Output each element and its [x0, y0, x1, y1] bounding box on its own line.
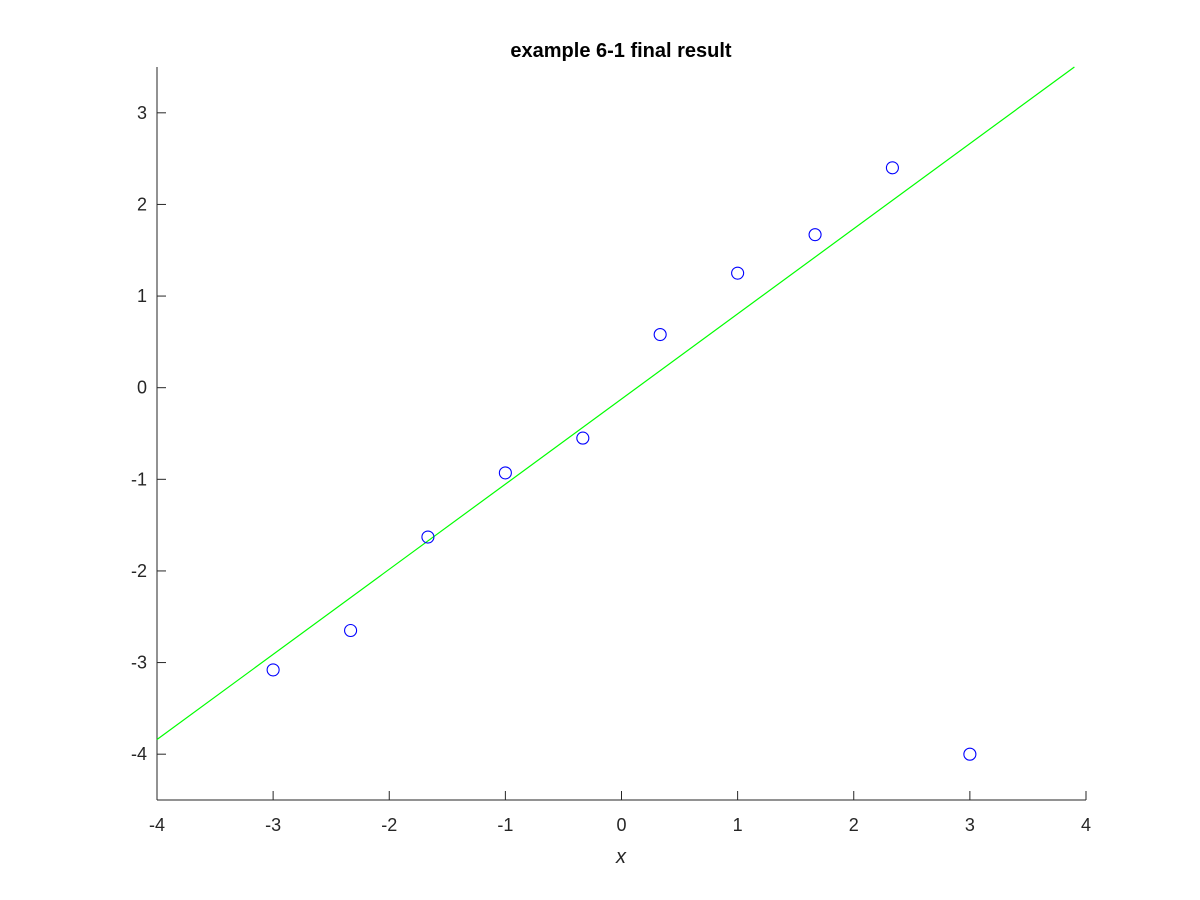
x-tick-label: -4 — [149, 815, 165, 835]
y-tick-label: 3 — [137, 103, 147, 123]
data-point — [498, 466, 512, 480]
y-tick-label: -1 — [131, 469, 147, 489]
data-point — [266, 663, 280, 677]
chart-title: example 6-1 final result — [510, 40, 732, 62]
data-point — [808, 228, 822, 242]
data-point — [421, 530, 435, 544]
fit-line — [156, 66, 1075, 741]
y-tick-label: -2 — [131, 561, 147, 581]
data-point — [885, 161, 899, 175]
data-points — [266, 161, 977, 761]
y-tick-label: 1 — [137, 286, 147, 306]
data-point — [653, 327, 667, 342]
x-tick-label: 3 — [965, 815, 975, 835]
fit-line-layer — [156, 66, 1075, 741]
y-tick-label: 0 — [137, 378, 147, 398]
data-point — [344, 623, 358, 638]
x-tick-label: -2 — [381, 815, 397, 835]
y-tick-label: -4 — [131, 744, 147, 764]
data-point — [963, 747, 977, 761]
x-tick-label: -3 — [265, 815, 281, 835]
y-tick-label: 2 — [137, 194, 147, 214]
x-tick-label: 2 — [849, 815, 859, 835]
x-axis-label: x — [615, 846, 627, 868]
axes: -4 -3 -2 -1 0 1 2 3 4 -4 -3 -2 -1 0 1 2 3 — [131, 67, 1091, 835]
x-tick-label: -1 — [497, 815, 513, 835]
data-point — [576, 431, 590, 445]
x-tick-label: 1 — [733, 815, 743, 835]
data-point — [731, 266, 745, 280]
x-tick-label: 0 — [616, 815, 626, 835]
y-tick-label: -3 — [131, 653, 147, 673]
x-tick-label: 4 — [1081, 815, 1091, 835]
